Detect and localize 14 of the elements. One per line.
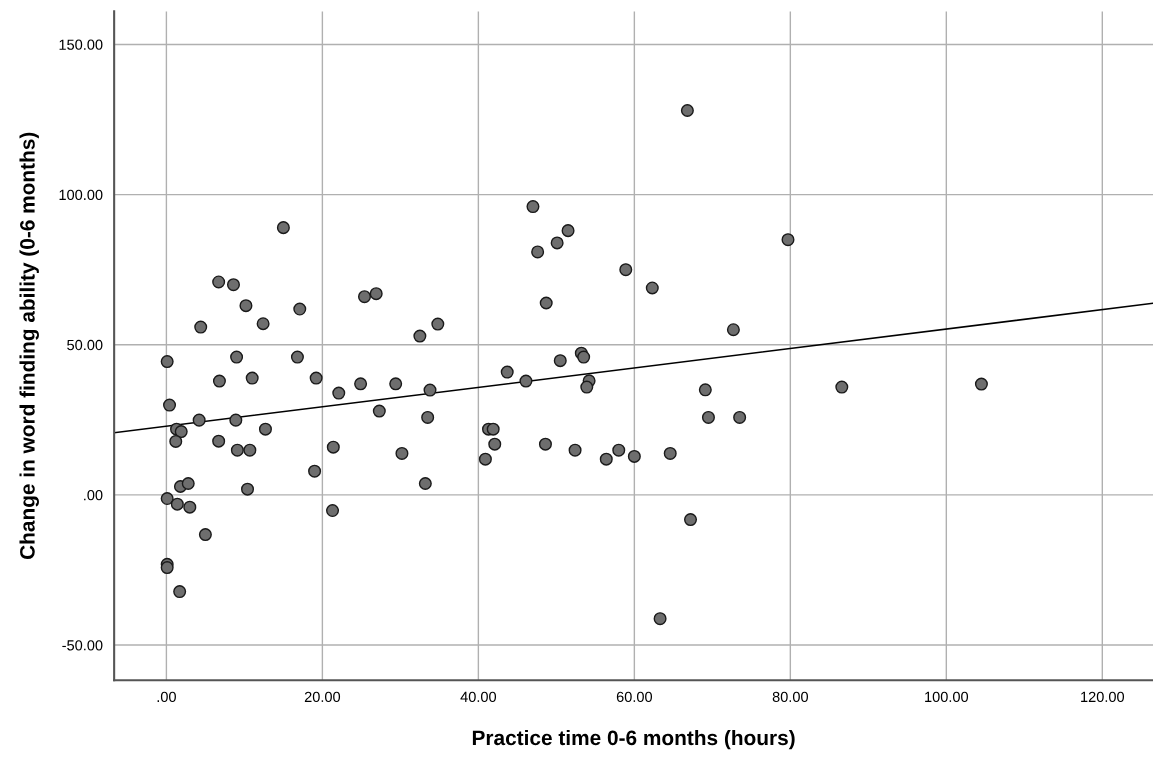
x-tick-label: 20.00 bbox=[304, 691, 341, 703]
y-tick-label: -50.00 bbox=[62, 640, 103, 651]
x-axis-title: Practice time 0-6 months (hours) bbox=[472, 729, 795, 750]
y-tick-label: .00 bbox=[84, 490, 103, 501]
y-tick-label: 150.00 bbox=[59, 39, 103, 50]
x-tick-label: 120.00 bbox=[1081, 691, 1125, 703]
y-tick-label: 50.00 bbox=[67, 339, 103, 351]
x-tick-label: 60.00 bbox=[616, 691, 653, 703]
y-tick-label: 100.00 bbox=[59, 189, 103, 201]
x-tick-label: 100.00 bbox=[925, 691, 969, 703]
x-tick-label: 40.00 bbox=[460, 691, 497, 703]
x-tick-label: 80.00 bbox=[772, 691, 809, 703]
x-tick-label: .00 bbox=[157, 691, 176, 703]
y-axis-title: Change in word finding ability (0-6 months) bbox=[19, 132, 39, 560]
